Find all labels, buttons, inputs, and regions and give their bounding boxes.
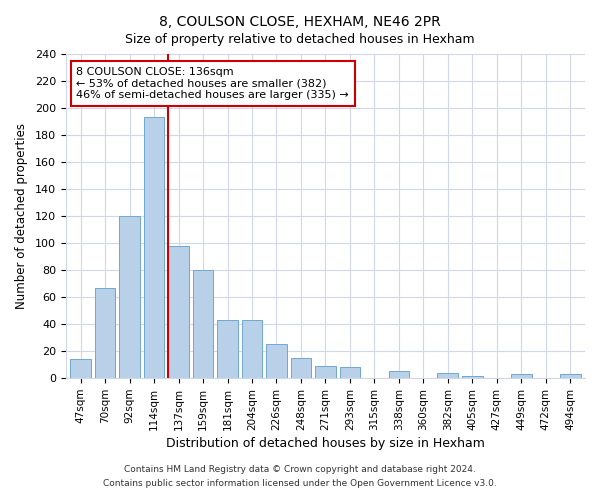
Bar xyxy=(242,320,262,378)
Bar xyxy=(266,344,287,378)
Text: Size of property relative to detached houses in Hexham: Size of property relative to detached ho… xyxy=(125,32,475,46)
Bar xyxy=(217,320,238,378)
Bar xyxy=(290,358,311,378)
Bar xyxy=(143,118,164,378)
Text: 8, COULSON CLOSE, HEXHAM, NE46 2PR: 8, COULSON CLOSE, HEXHAM, NE46 2PR xyxy=(159,15,441,29)
Bar xyxy=(462,376,483,378)
Text: Contains HM Land Registry data © Crown copyright and database right 2024.
Contai: Contains HM Land Registry data © Crown c… xyxy=(103,466,497,487)
Bar xyxy=(168,246,189,378)
Bar xyxy=(437,373,458,378)
Bar xyxy=(511,374,532,378)
Bar xyxy=(95,288,115,378)
X-axis label: Distribution of detached houses by size in Hexham: Distribution of detached houses by size … xyxy=(166,437,485,450)
Y-axis label: Number of detached properties: Number of detached properties xyxy=(15,123,28,309)
Bar xyxy=(119,216,140,378)
Bar xyxy=(193,270,214,378)
Text: 8 COULSON CLOSE: 136sqm
← 53% of detached houses are smaller (382)
46% of semi-d: 8 COULSON CLOSE: 136sqm ← 53% of detache… xyxy=(76,67,349,100)
Bar xyxy=(315,366,336,378)
Bar xyxy=(70,360,91,378)
Bar xyxy=(560,374,581,378)
Bar xyxy=(389,372,409,378)
Bar xyxy=(340,368,361,378)
